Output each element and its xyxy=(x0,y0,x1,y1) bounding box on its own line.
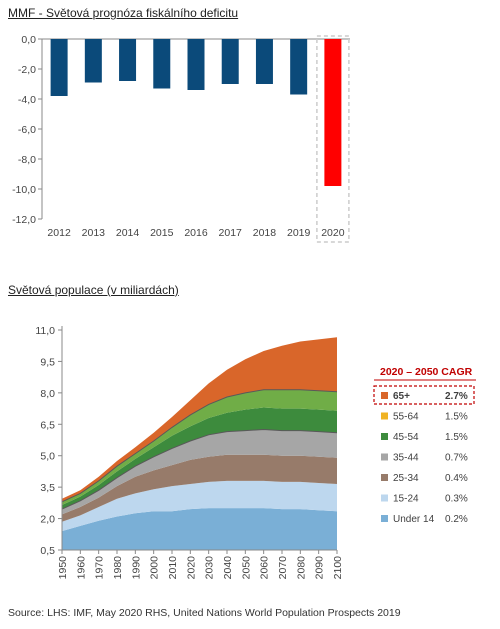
legend-swatch xyxy=(381,433,388,440)
deficit-x-tick-label: 2013 xyxy=(82,227,106,239)
population-x-tick-label: 2100 xyxy=(332,556,344,580)
area-series-65- xyxy=(62,337,337,502)
legend-item-label: 25-34 xyxy=(393,473,419,484)
source-note: Source: LHS: IMF, May 2020 RHS, United N… xyxy=(8,607,401,619)
deficit-bar-2012 xyxy=(50,39,68,96)
legend-swatch xyxy=(381,392,388,399)
deficit-bar-2014 xyxy=(119,39,137,81)
legend-item-cagr: 0.2% xyxy=(445,514,468,525)
deficit-y-tick-label: -10,0 xyxy=(12,184,36,196)
area-series-15-24 xyxy=(62,480,337,532)
deficit-x-tick-label: 2012 xyxy=(47,227,71,239)
legend-item-label: 45-54 xyxy=(393,432,419,443)
deficit-chart-title: MMF - Světová prognóza fiskálního defici… xyxy=(8,6,239,20)
population-x-tick-label: 2080 xyxy=(295,556,307,580)
legend-swatch xyxy=(381,412,388,420)
deficit-x-tick-label: 2016 xyxy=(184,227,208,239)
population-x-tick-label: 2070 xyxy=(277,556,289,580)
legend-swatch xyxy=(381,474,388,481)
area-series-35-44 xyxy=(62,429,337,515)
deficit-x-tick-label: 2018 xyxy=(253,227,277,239)
legend-swatch xyxy=(381,494,388,502)
population-x-tick-label: 1960 xyxy=(75,556,87,580)
deficit-y-tick-label: -12,0 xyxy=(12,214,36,226)
population-y-tick-label: 2,0 xyxy=(40,514,55,526)
legend-item-cagr: 1.5% xyxy=(445,432,468,443)
deficit-y-tick-label: -8,0 xyxy=(18,154,36,166)
population-y-tick-label: 3,5 xyxy=(40,482,55,494)
legend-item-label: 65+ xyxy=(393,391,410,402)
deficit-bar-2020 xyxy=(324,39,342,186)
population-x-tick-label: 2060 xyxy=(259,556,271,580)
deficit-bar-2018 xyxy=(255,39,273,84)
legend-item-label: 35-44 xyxy=(393,453,419,464)
population-x-tick-label: 2040 xyxy=(222,556,234,580)
population-x-tick-label: 1980 xyxy=(112,556,124,580)
legend-item-cagr: 2.7% xyxy=(445,391,468,402)
deficit-bar-2019 xyxy=(290,39,308,95)
deficit-x-tick-label: 2020 xyxy=(321,227,345,239)
area-series-under-14 xyxy=(62,508,337,550)
deficit-bar-2016 xyxy=(187,39,205,90)
legend-swatch xyxy=(381,453,388,461)
highlight-frame-2020 xyxy=(316,35,350,243)
legend-item-label: 55-64 xyxy=(393,412,419,423)
population-x-tick-label: 1950 xyxy=(57,556,69,580)
deficit-x-tick-label: 2017 xyxy=(219,227,243,239)
legend-item-cagr: 0.7% xyxy=(445,453,468,464)
deficit-x-tick-label: 2014 xyxy=(116,227,140,239)
legend-swatch xyxy=(381,515,388,522)
deficit-bar-2017 xyxy=(221,39,239,84)
legend-item-label: 15-24 xyxy=(393,494,419,505)
population-x-tick-label: 1990 xyxy=(130,556,142,580)
area-series-45-54 xyxy=(62,407,337,510)
population-x-tick-label: 2090 xyxy=(314,556,326,580)
deficit-y-tick-label: -2,0 xyxy=(18,64,36,76)
legend-item-cagr: 0.4% xyxy=(445,473,468,484)
population-y-tick-label: 8,0 xyxy=(40,388,55,400)
legend-item-cagr: 0.3% xyxy=(445,494,468,505)
deficit-y-tick-label: -6,0 xyxy=(18,124,36,136)
legend-item-label: Under 14 xyxy=(393,514,435,525)
population-y-tick-label: 11,0 xyxy=(35,325,55,337)
population-chart-title: Světová populace (v miliardách) xyxy=(8,283,179,297)
population-x-tick-label: 2000 xyxy=(149,556,161,580)
deficit-bar-2013 xyxy=(84,39,102,83)
area-boundary-line xyxy=(61,389,338,503)
population-x-tick-label: 2030 xyxy=(204,556,216,580)
deficit-y-tick-label: 0,0 xyxy=(21,34,36,46)
population-x-tick-label: 2010 xyxy=(167,556,179,580)
legend-item-cagr: 1.5% xyxy=(445,412,468,423)
population-x-tick-label: 2050 xyxy=(240,556,252,580)
deficit-x-tick-label: 2015 xyxy=(150,227,174,239)
legend-highlight-box xyxy=(373,385,475,405)
population-y-tick-label: 0,5 xyxy=(40,545,55,557)
population-x-tick-label: 1970 xyxy=(94,556,106,580)
deficit-bar-2015 xyxy=(153,39,171,89)
legend-title: 2020 – 2050 CAGR xyxy=(380,366,473,378)
population-y-tick-label: 6,5 xyxy=(40,419,55,431)
population-x-tick-label: 2020 xyxy=(185,556,197,580)
deficit-x-tick-label: 2019 xyxy=(287,227,311,239)
population-y-tick-label: 5,0 xyxy=(40,451,55,463)
area-series-55-64 xyxy=(62,389,337,505)
population-y-tick-label: 9,5 xyxy=(40,356,55,368)
area-boundary-line xyxy=(61,428,338,510)
deficit-y-tick-label: -4,0 xyxy=(18,94,36,106)
area-series-25-34 xyxy=(62,454,337,522)
